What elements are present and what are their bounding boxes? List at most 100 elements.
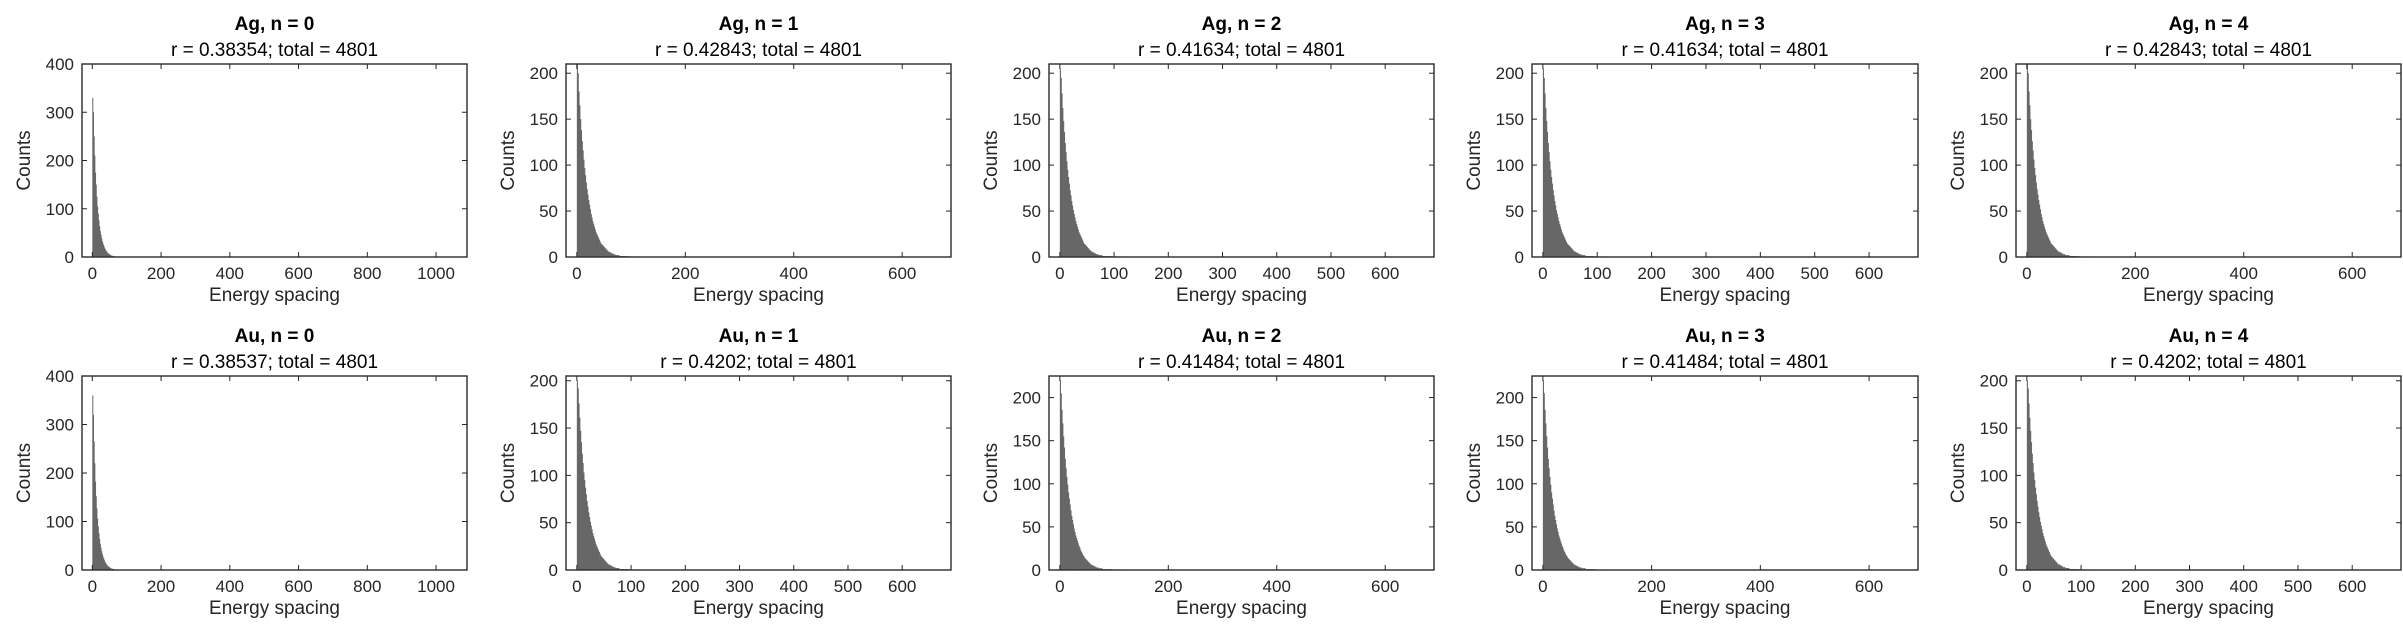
histogram-bar <box>2029 105 2031 257</box>
histogram-bar <box>2030 442 2033 570</box>
histogram-bar <box>595 232 597 257</box>
histogram-bar <box>2039 517 2041 570</box>
histogram-bar <box>616 255 618 257</box>
histogram-bar <box>580 442 583 570</box>
histogram-bar <box>1560 543 1562 570</box>
y-tick-label: 100 <box>530 466 558 485</box>
histogram-bar <box>605 248 607 257</box>
x-tick-label: 100 <box>1583 264 1611 283</box>
histogram-bar <box>1094 566 1096 570</box>
histogram-bar <box>591 217 593 257</box>
histogram-bar <box>1559 540 1562 570</box>
histogram-bar <box>1089 563 1092 570</box>
histogram-bar <box>108 567 110 570</box>
histogram-bar <box>591 529 593 570</box>
y-tick-label: 0 <box>1999 248 2008 267</box>
chart-subtitle: r = 0.4202; total = 4801 <box>2110 352 2307 373</box>
y-tick-label: 100 <box>1980 466 2008 485</box>
histogram-bar <box>1552 504 1554 570</box>
histogram-bar <box>101 238 103 257</box>
histogram-bar <box>97 206 99 257</box>
histogram-bar <box>1069 504 1071 570</box>
y-axis-label: Counts <box>498 443 519 503</box>
histogram-bar <box>1568 559 1571 570</box>
histogram-bar <box>1574 251 1576 257</box>
histogram-bar <box>1062 423 1064 570</box>
histogram-bar <box>1571 248 1573 257</box>
histogram-bar <box>606 249 608 257</box>
histogram-bar <box>111 568 113 570</box>
histogram-bar <box>2041 217 2043 257</box>
chart-panel: 0 100 200 300 400 500 600 0 50 100 150 200 Ag, n = 2… <box>981 14 1435 306</box>
histogram-bar <box>1572 563 1574 570</box>
x-tick-label: 1000 <box>417 264 455 283</box>
histogram-bar <box>1065 468 1067 570</box>
y-tick-label: 0 <box>1515 248 1524 267</box>
chart-title: Ag, n = 3 <box>1685 14 1765 35</box>
y-tick-label: 50 <box>1989 202 2008 221</box>
histogram-bars <box>1059 380 1123 570</box>
histogram-bar <box>584 167 586 257</box>
histogram-bar <box>611 253 613 257</box>
histogram-bar <box>1563 550 1565 570</box>
histogram-bar <box>1095 254 1097 257</box>
histogram-bar <box>2048 239 2050 257</box>
x-tick-label: 0 <box>572 264 581 283</box>
axes-outline <box>1048 63 1435 258</box>
x-axis-label: Energy spacing <box>2143 285 2274 306</box>
axes-box <box>1531 63 1919 258</box>
histogram-bar <box>2046 546 2048 570</box>
histogram-bar <box>1068 498 1070 570</box>
histogram-bar <box>93 414 94 570</box>
histogram-bar <box>1074 217 1076 257</box>
histogram-bar <box>1550 169 1552 257</box>
histogram-bar <box>2043 223 2045 257</box>
histogram-bar <box>586 500 588 570</box>
x-tick-label: 600 <box>888 577 916 596</box>
histogram-bar <box>1061 93 1063 258</box>
histogram-bar <box>2057 564 2059 570</box>
histogram-bar <box>605 561 607 570</box>
histogram-bar <box>593 223 595 257</box>
x-tick-label: 0 <box>2022 264 2031 283</box>
histogram-bar <box>576 64 578 257</box>
y-tick-label: 150 <box>1013 432 1041 451</box>
y-tick-label: 300 <box>46 103 74 122</box>
histogram-bar <box>614 254 616 257</box>
histogram-bar <box>601 556 603 570</box>
histogram-bar <box>2060 252 2062 257</box>
histogram-bar <box>593 226 596 257</box>
histogram-bar <box>1076 226 1079 257</box>
chart-panel: 0 200 400 600 800 1000 0 100 200 300 400 Ag, n = 0 r… <box>14 14 468 306</box>
histogram-bar <box>110 255 112 257</box>
histogram-bar <box>2047 548 2049 570</box>
x-tick-label: 400 <box>780 577 808 596</box>
y-tick-label: 200 <box>46 464 74 483</box>
x-tick-label: 0 <box>2022 577 2031 596</box>
histogram-bar <box>2068 568 2070 570</box>
histogram-bar <box>1573 563 1575 570</box>
histogram-bar <box>1072 524 1074 570</box>
histogram-bar <box>581 141 583 257</box>
histogram-bar <box>2043 538 2046 570</box>
histogram-bar <box>1084 557 1086 570</box>
histogram-bar <box>2045 544 2047 570</box>
histogram-bar <box>1070 195 1072 257</box>
histogram-bar <box>1078 232 1080 257</box>
histogram-bar <box>2028 91 2030 257</box>
histogram-bar <box>603 559 605 570</box>
histogram-bar <box>1070 510 1072 570</box>
x-tick-label: 400 <box>780 264 808 283</box>
histogram-bar <box>612 567 614 570</box>
histogram-bar <box>2039 204 2041 257</box>
x-tick-label: 1000 <box>417 577 455 596</box>
histogram-bar <box>1568 245 1570 257</box>
chart-panel: 0 200 400 600 0 50 100 150 200 Ag, n = 1 r = 0.428… <box>498 14 952 306</box>
histogram-bar <box>105 250 107 257</box>
histogram-bar <box>2062 254 2064 257</box>
histogram-bar <box>584 487 587 570</box>
histogram-bar <box>1097 567 1099 570</box>
x-tick-label: 500 <box>2284 577 2312 596</box>
histogram-bar <box>1579 254 1581 257</box>
y-axis-label: Counts <box>1464 130 1485 190</box>
